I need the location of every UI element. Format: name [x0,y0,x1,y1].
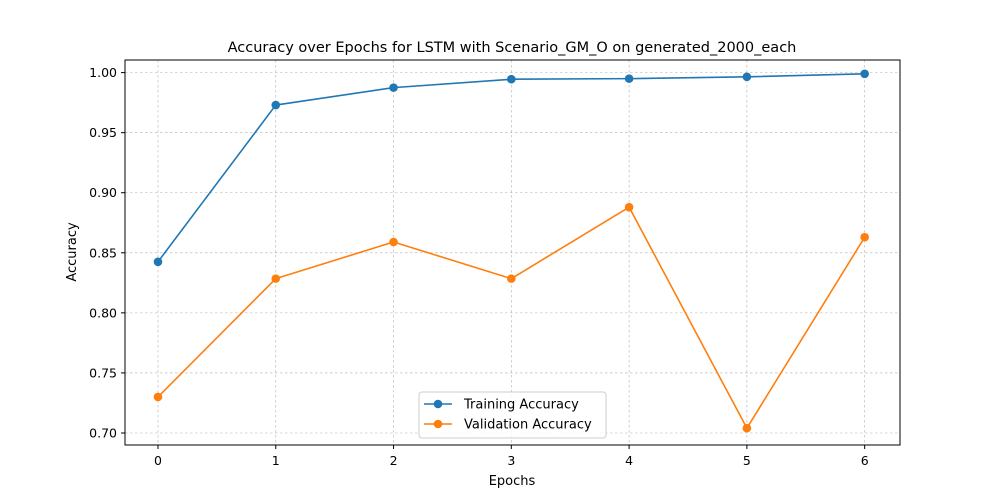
series-2 [153,202,869,433]
x-tick-label: 4 [625,453,633,468]
y-axis-label: Accuracy [65,222,80,282]
data-point [153,257,163,267]
series-1 [153,69,869,267]
data-point [624,74,634,83]
data-point [389,237,398,247]
data-point [271,100,281,110]
y-tick-label: 0.85 [89,245,117,260]
y-axis: 0.70 0.75 0.80 0.85 0.90 0.95 1.00 [89,65,125,440]
x-tick-label: 5 [743,453,751,468]
legend-marker [433,399,443,409]
series-layer [153,69,869,433]
data-point [742,72,752,82]
grid [125,60,900,445]
y-tick-label: 0.95 [89,125,117,140]
data-point [507,74,516,84]
y-tick-label: 0.80 [89,305,117,320]
x-axis: 0 1 2 3 4 5 6 [154,445,869,468]
legend-label: Validation Accuracy [464,418,592,433]
legend-label: Training Accuracy [463,398,579,413]
y-tick-label: 1.00 [89,65,117,80]
x-tick-label: 3 [507,453,515,468]
y-tick-label: 0.70 [89,425,117,440]
data-point [389,83,398,92]
x-tick-label: 0 [154,453,162,468]
data-point [742,423,752,433]
x-tick-label: 6 [861,453,869,468]
data-point [860,69,869,79]
y-tick-label: 0.90 [89,185,117,200]
data-point [860,232,869,242]
data-point [271,274,281,283]
y-tick-label: 0.75 [89,365,117,380]
legend: Training Accuracy Validation Accuracy [418,391,607,439]
x-tick-label: 2 [390,453,398,468]
x-tick-label: 1 [272,453,280,468]
x-axis-label: Epochs [489,474,536,489]
data-point [507,274,516,283]
legend-box [418,391,607,439]
data-point [153,392,163,402]
data-point [624,202,634,212]
chart-title: Accuracy over Epochs for LSTM with Scena… [228,40,797,56]
legend-marker [433,419,443,429]
plot-frame [124,59,901,446]
